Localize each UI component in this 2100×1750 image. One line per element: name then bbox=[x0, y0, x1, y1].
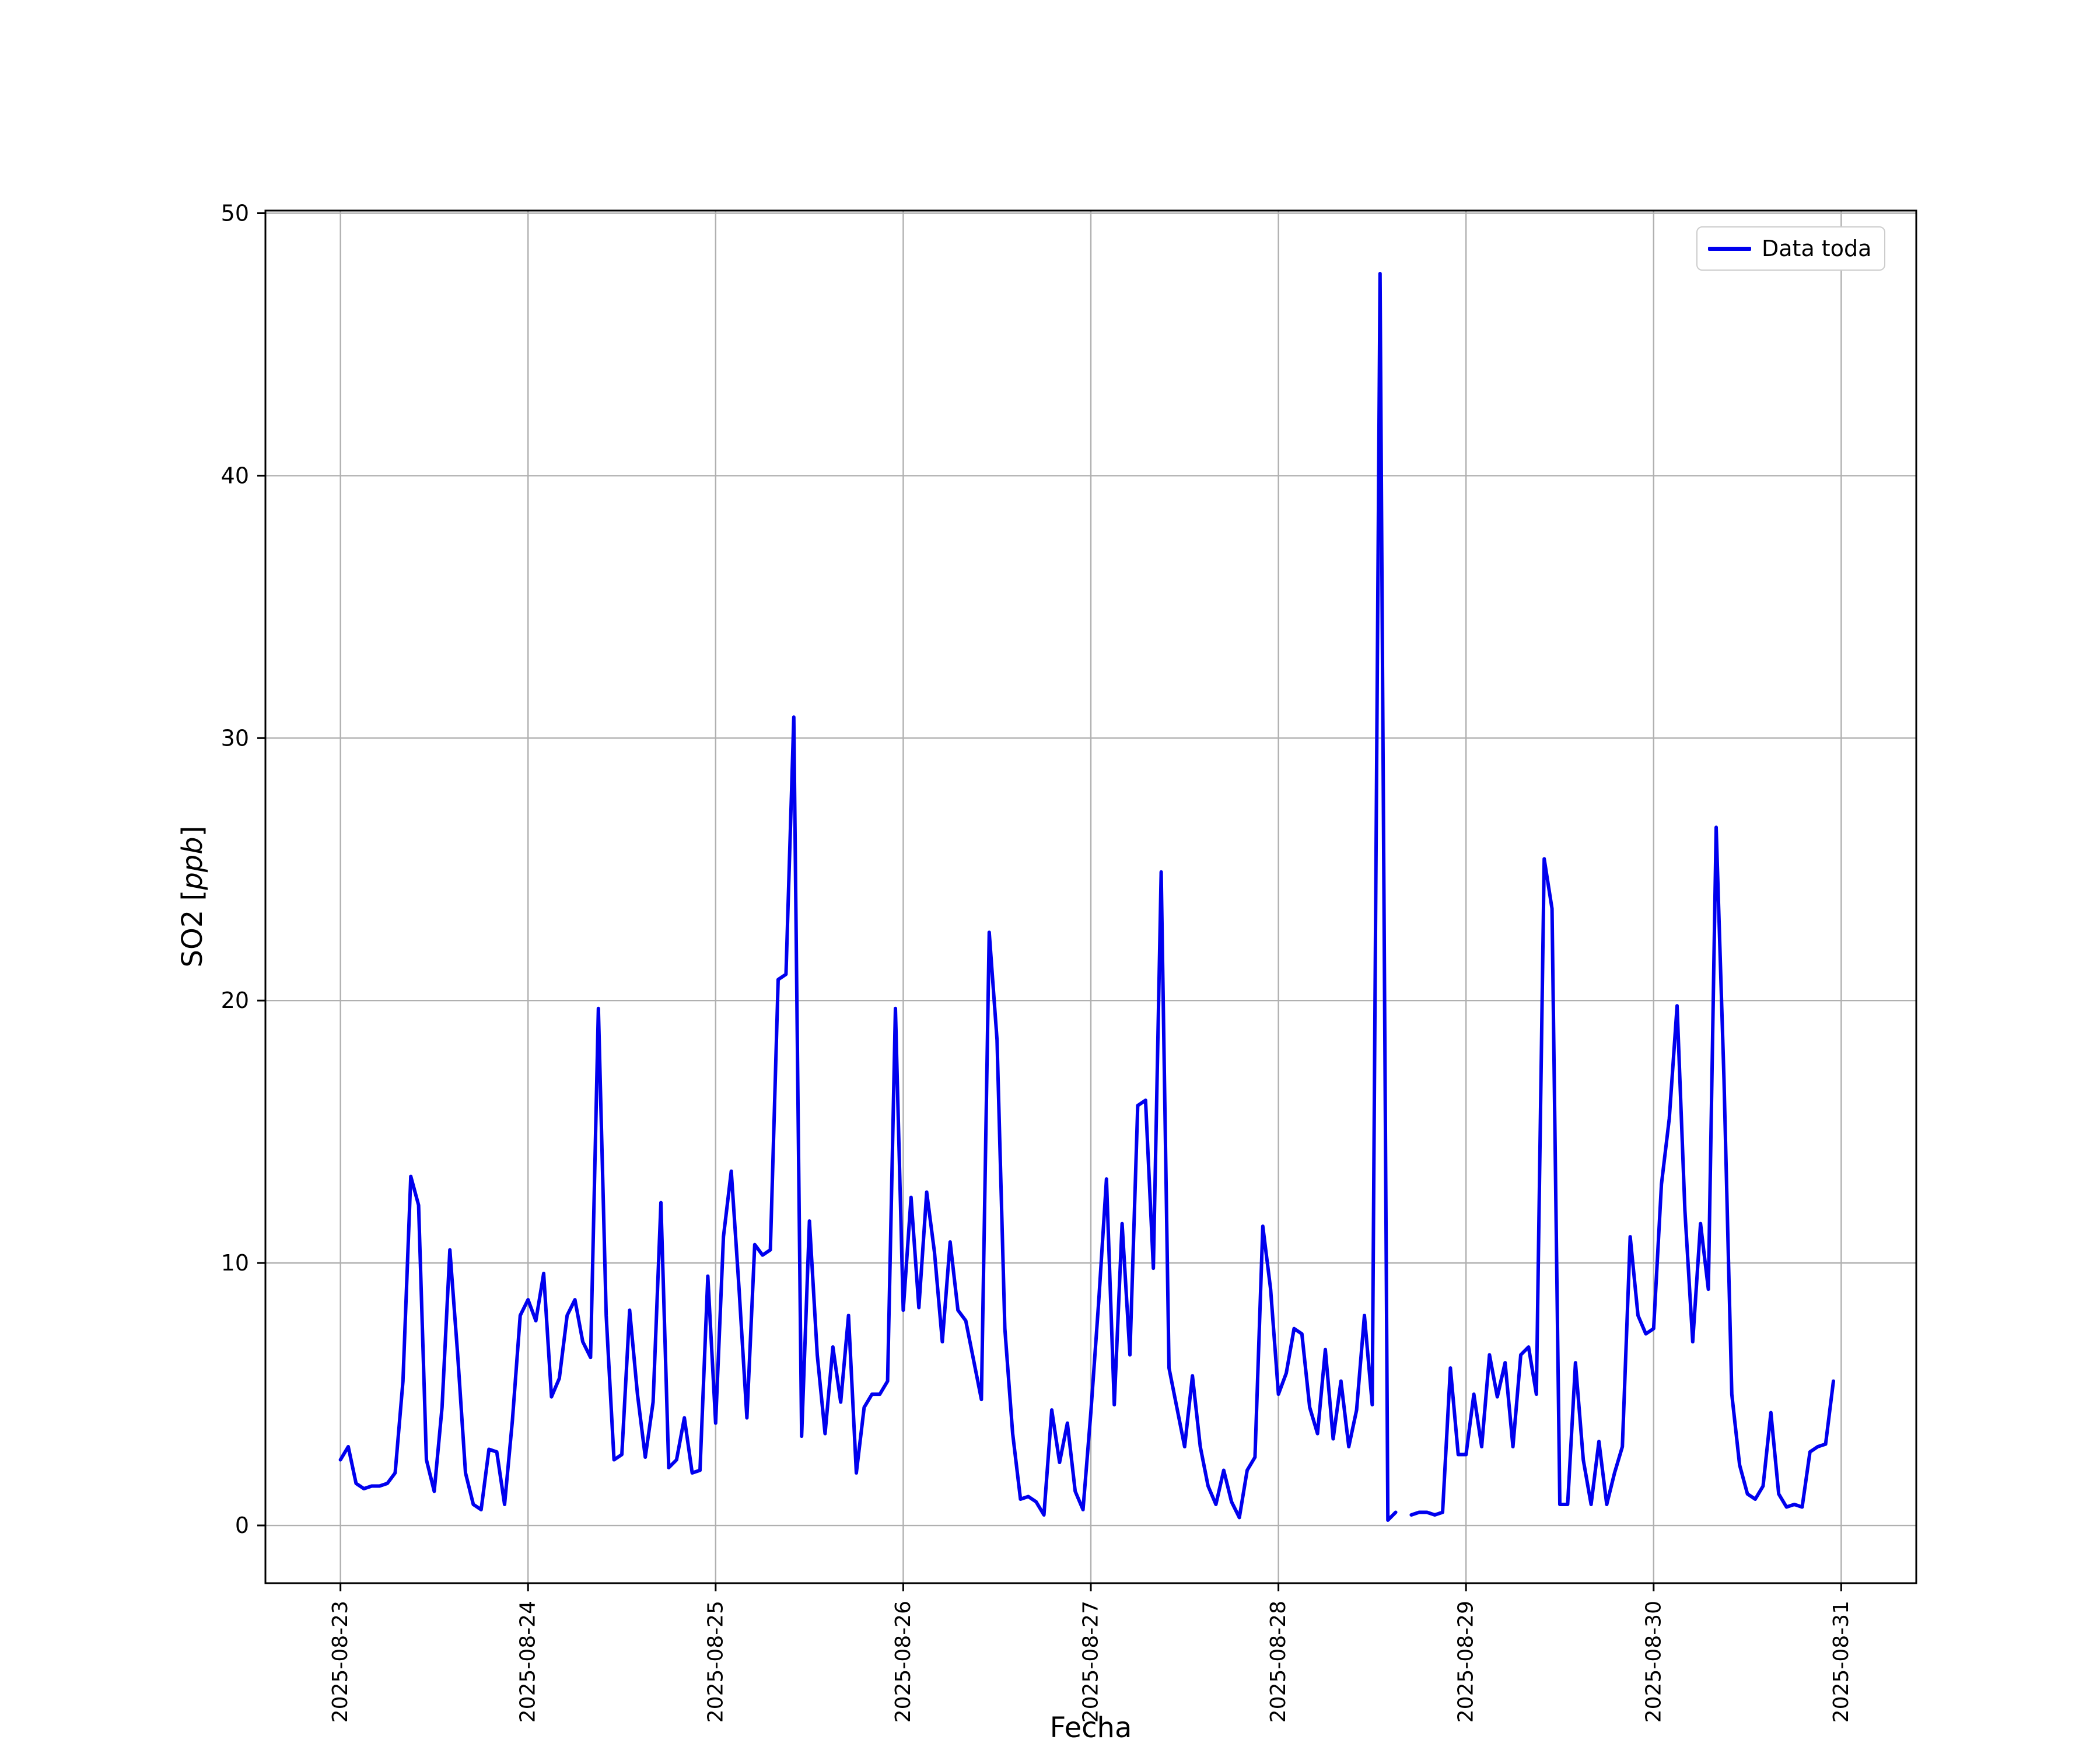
y-tick-label: 50 bbox=[221, 200, 249, 226]
y-tick-label: 0 bbox=[235, 1513, 249, 1538]
y-tick-label: 30 bbox=[221, 725, 249, 751]
x-tick-label: 2025-08-24 bbox=[516, 1601, 540, 1723]
x-tick-label: 2025-08-30 bbox=[1642, 1601, 1665, 1723]
legend: Data toda bbox=[1696, 226, 1886, 271]
y-axis-label-suffix: ] bbox=[176, 825, 209, 837]
legend-label: Data toda bbox=[1762, 236, 1872, 261]
y-tick-label: 20 bbox=[221, 988, 249, 1013]
x-tick-label: 2025-08-31 bbox=[1829, 1601, 1853, 1723]
x-tick-label: 2025-08-25 bbox=[704, 1601, 727, 1723]
x-tick-label: 2025-08-26 bbox=[891, 1601, 915, 1723]
x-tick-label: 2025-08-29 bbox=[1454, 1601, 1478, 1723]
data-series-line bbox=[338, 272, 1835, 1522]
y-axis-label: SO2 [ppb] bbox=[176, 826, 209, 968]
x-tick-label: 2025-08-28 bbox=[1266, 1601, 1290, 1723]
x-tick-label: 2025-08-23 bbox=[328, 1601, 352, 1723]
y-tick-label: 10 bbox=[221, 1250, 249, 1276]
legend-line-sample bbox=[1708, 246, 1751, 251]
y-tick-label: 40 bbox=[221, 463, 249, 488]
y-axis-label-prefix: SO2 [ bbox=[176, 890, 209, 968]
y-axis-label-unit: ppb bbox=[176, 836, 209, 890]
x-tick-label: 2025-08-27 bbox=[1079, 1601, 1103, 1723]
x-axis-label: Fecha bbox=[1049, 1712, 1132, 1744]
plot-border bbox=[264, 209, 1917, 1584]
